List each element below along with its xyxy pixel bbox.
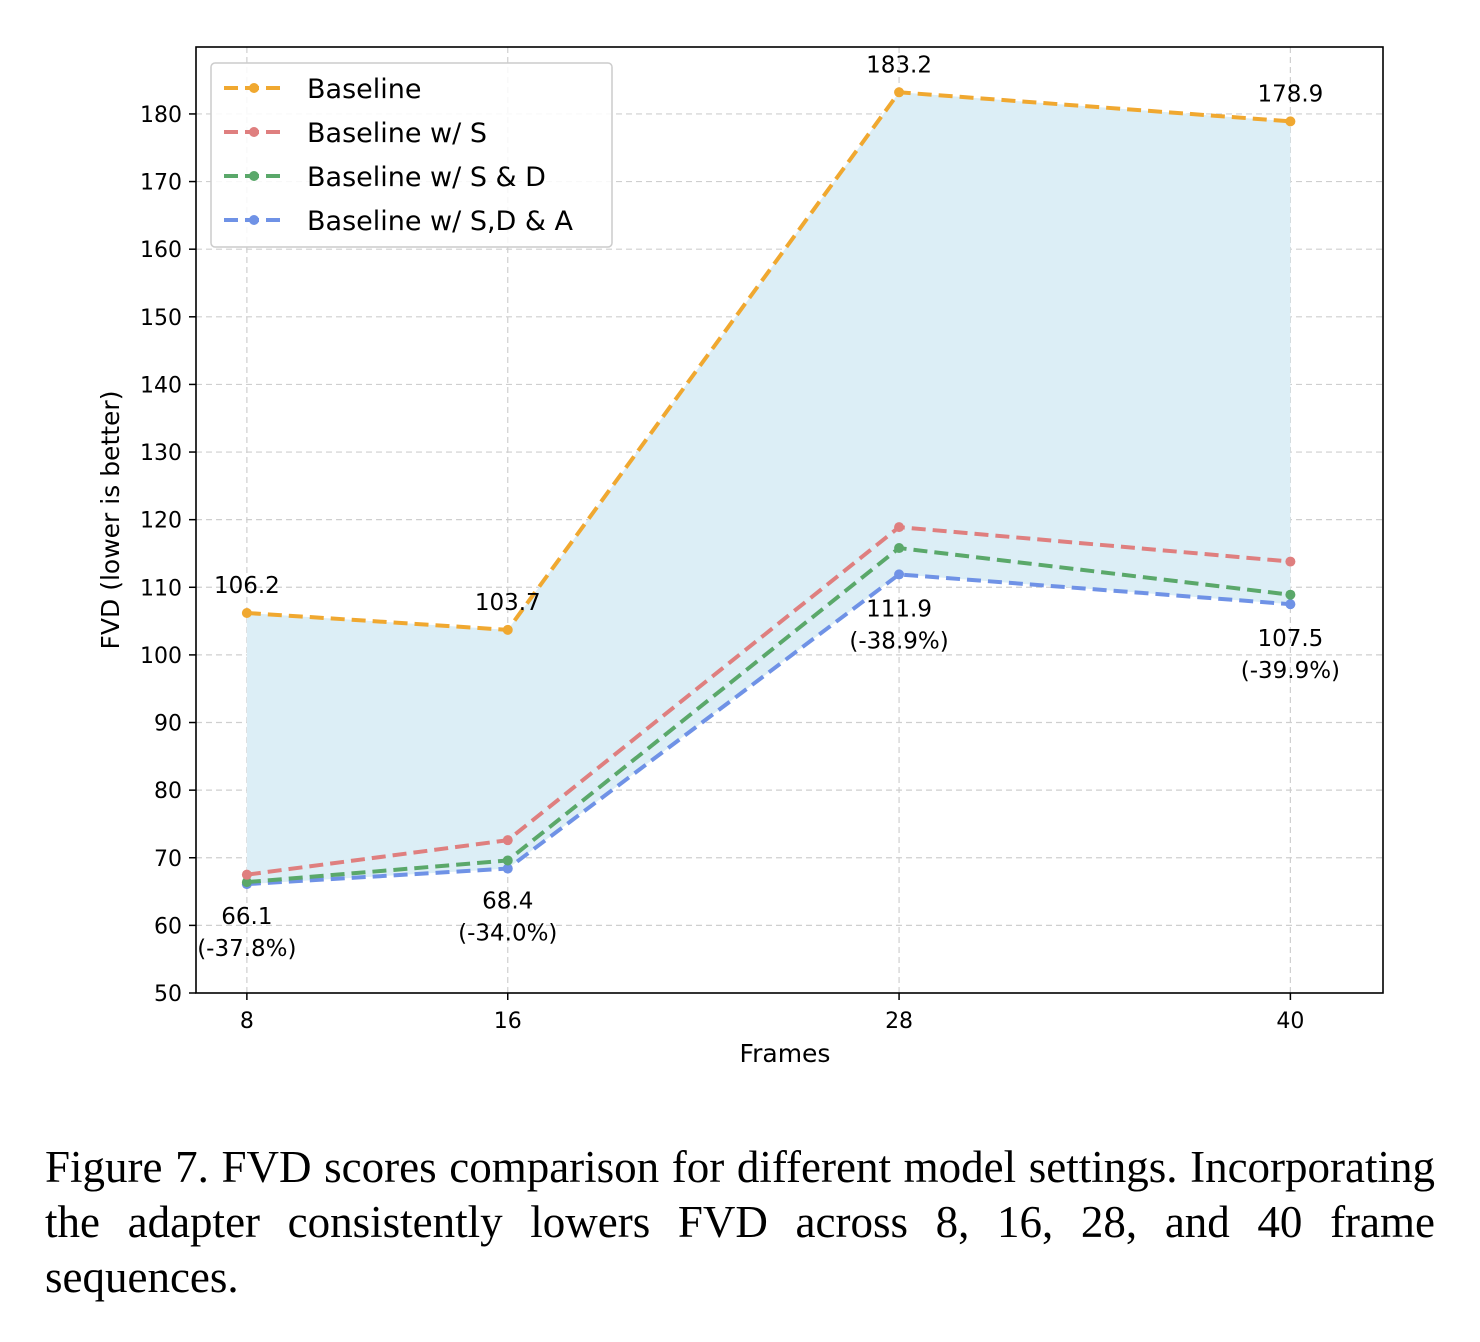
y-tick-label: 50 xyxy=(154,982,182,1007)
y-tick-label: 80 xyxy=(154,779,182,804)
data-point xyxy=(1285,589,1296,600)
y-tick-label: 110 xyxy=(140,576,182,601)
x-axis-label: Frames xyxy=(740,1039,831,1068)
legend-box xyxy=(210,62,613,248)
data-point xyxy=(241,877,252,888)
y-tick-label: 60 xyxy=(154,914,182,939)
y-axis-label: FVD (lower is better) xyxy=(96,391,125,650)
y-tick-label: 100 xyxy=(140,644,182,669)
improvement-label: (-38.9%) xyxy=(849,628,948,654)
legend-marker xyxy=(249,171,259,181)
y-tick-label: 90 xyxy=(154,712,182,737)
y-tick-label: 170 xyxy=(140,171,182,196)
data-point xyxy=(894,543,905,554)
x-axis-ticks: 8 16 28 40 xyxy=(240,993,1304,1034)
legend-marker xyxy=(249,83,259,93)
y-tick-label: 180 xyxy=(140,103,182,128)
data-point xyxy=(1285,599,1296,610)
improvement-label: (-37.8%) xyxy=(197,936,296,962)
data-point xyxy=(241,607,252,618)
data-annotations: 106.2 66.1 (-37.8%) 103.7 68.4 (-34.0%) 183.2 1… xyxy=(197,52,1340,962)
improvement-fill-area xyxy=(246,92,1291,885)
improvement-label: (-34.0%) xyxy=(458,921,557,947)
legend-label: Baseline w/ S xyxy=(307,118,487,149)
y-axis-ticks: 50 60 70 80 90 100 110 120 130 140 150 160 170 180 xyxy=(140,103,196,1007)
best-value-label: 107.5 xyxy=(1257,626,1323,652)
x-tick-label: 40 xyxy=(1276,1009,1304,1034)
y-tick-label: 120 xyxy=(140,509,182,534)
x-tick-label: 16 xyxy=(494,1009,522,1034)
y-tick-label: 140 xyxy=(140,373,182,398)
data-point xyxy=(1285,556,1296,567)
x-tick-label: 8 xyxy=(240,1009,254,1034)
legend-label: Baseline xyxy=(307,74,421,105)
fvd-chart: 106.2 66.1 (-37.8%) 103.7 68.4 (-34.0%) 183.2 1… xyxy=(96,46,1384,1068)
data-point xyxy=(894,569,905,580)
data-point xyxy=(502,855,513,866)
baseline-value-label: 183.2 xyxy=(866,52,932,78)
data-point xyxy=(1285,116,1296,127)
y-tick-label: 130 xyxy=(140,441,182,466)
baseline-value-label: 103.7 xyxy=(475,590,541,616)
data-point xyxy=(502,863,513,874)
data-point xyxy=(241,869,252,880)
legend-marker xyxy=(249,127,259,137)
legend-marker xyxy=(249,215,259,225)
x-tick-label: 28 xyxy=(885,1009,913,1034)
series-line xyxy=(246,572,1291,887)
baseline-value-label: 178.9 xyxy=(1257,81,1323,107)
data-point xyxy=(894,87,905,98)
legend-label: Baseline w/ S & D xyxy=(307,162,546,193)
best-value-label: 111.9 xyxy=(866,596,932,622)
best-value-label: 66.1 xyxy=(221,904,272,930)
legend-label: Baseline w/ S,D & A xyxy=(307,206,574,237)
y-tick-label: 150 xyxy=(140,306,182,331)
y-tick-label: 160 xyxy=(140,238,182,263)
series-line xyxy=(246,525,1291,877)
series-points xyxy=(241,87,1296,890)
data-point xyxy=(894,522,905,533)
improvement-label: (-39.9%) xyxy=(1241,658,1340,684)
figure-caption: Figure 7. FVD scores comparison for diff… xyxy=(45,1142,1435,1302)
series-line xyxy=(246,545,1291,885)
y-tick-label: 70 xyxy=(154,847,182,872)
series-line xyxy=(246,90,1291,632)
legend: Baseline Baseline w/ S Baseline w/ S & D Ba… xyxy=(210,62,613,248)
best-value-label: 68.4 xyxy=(482,889,533,915)
series-lines xyxy=(246,90,1291,887)
data-point xyxy=(502,624,513,635)
baseline-value-label: 106.2 xyxy=(214,573,280,599)
data-point xyxy=(502,835,513,846)
